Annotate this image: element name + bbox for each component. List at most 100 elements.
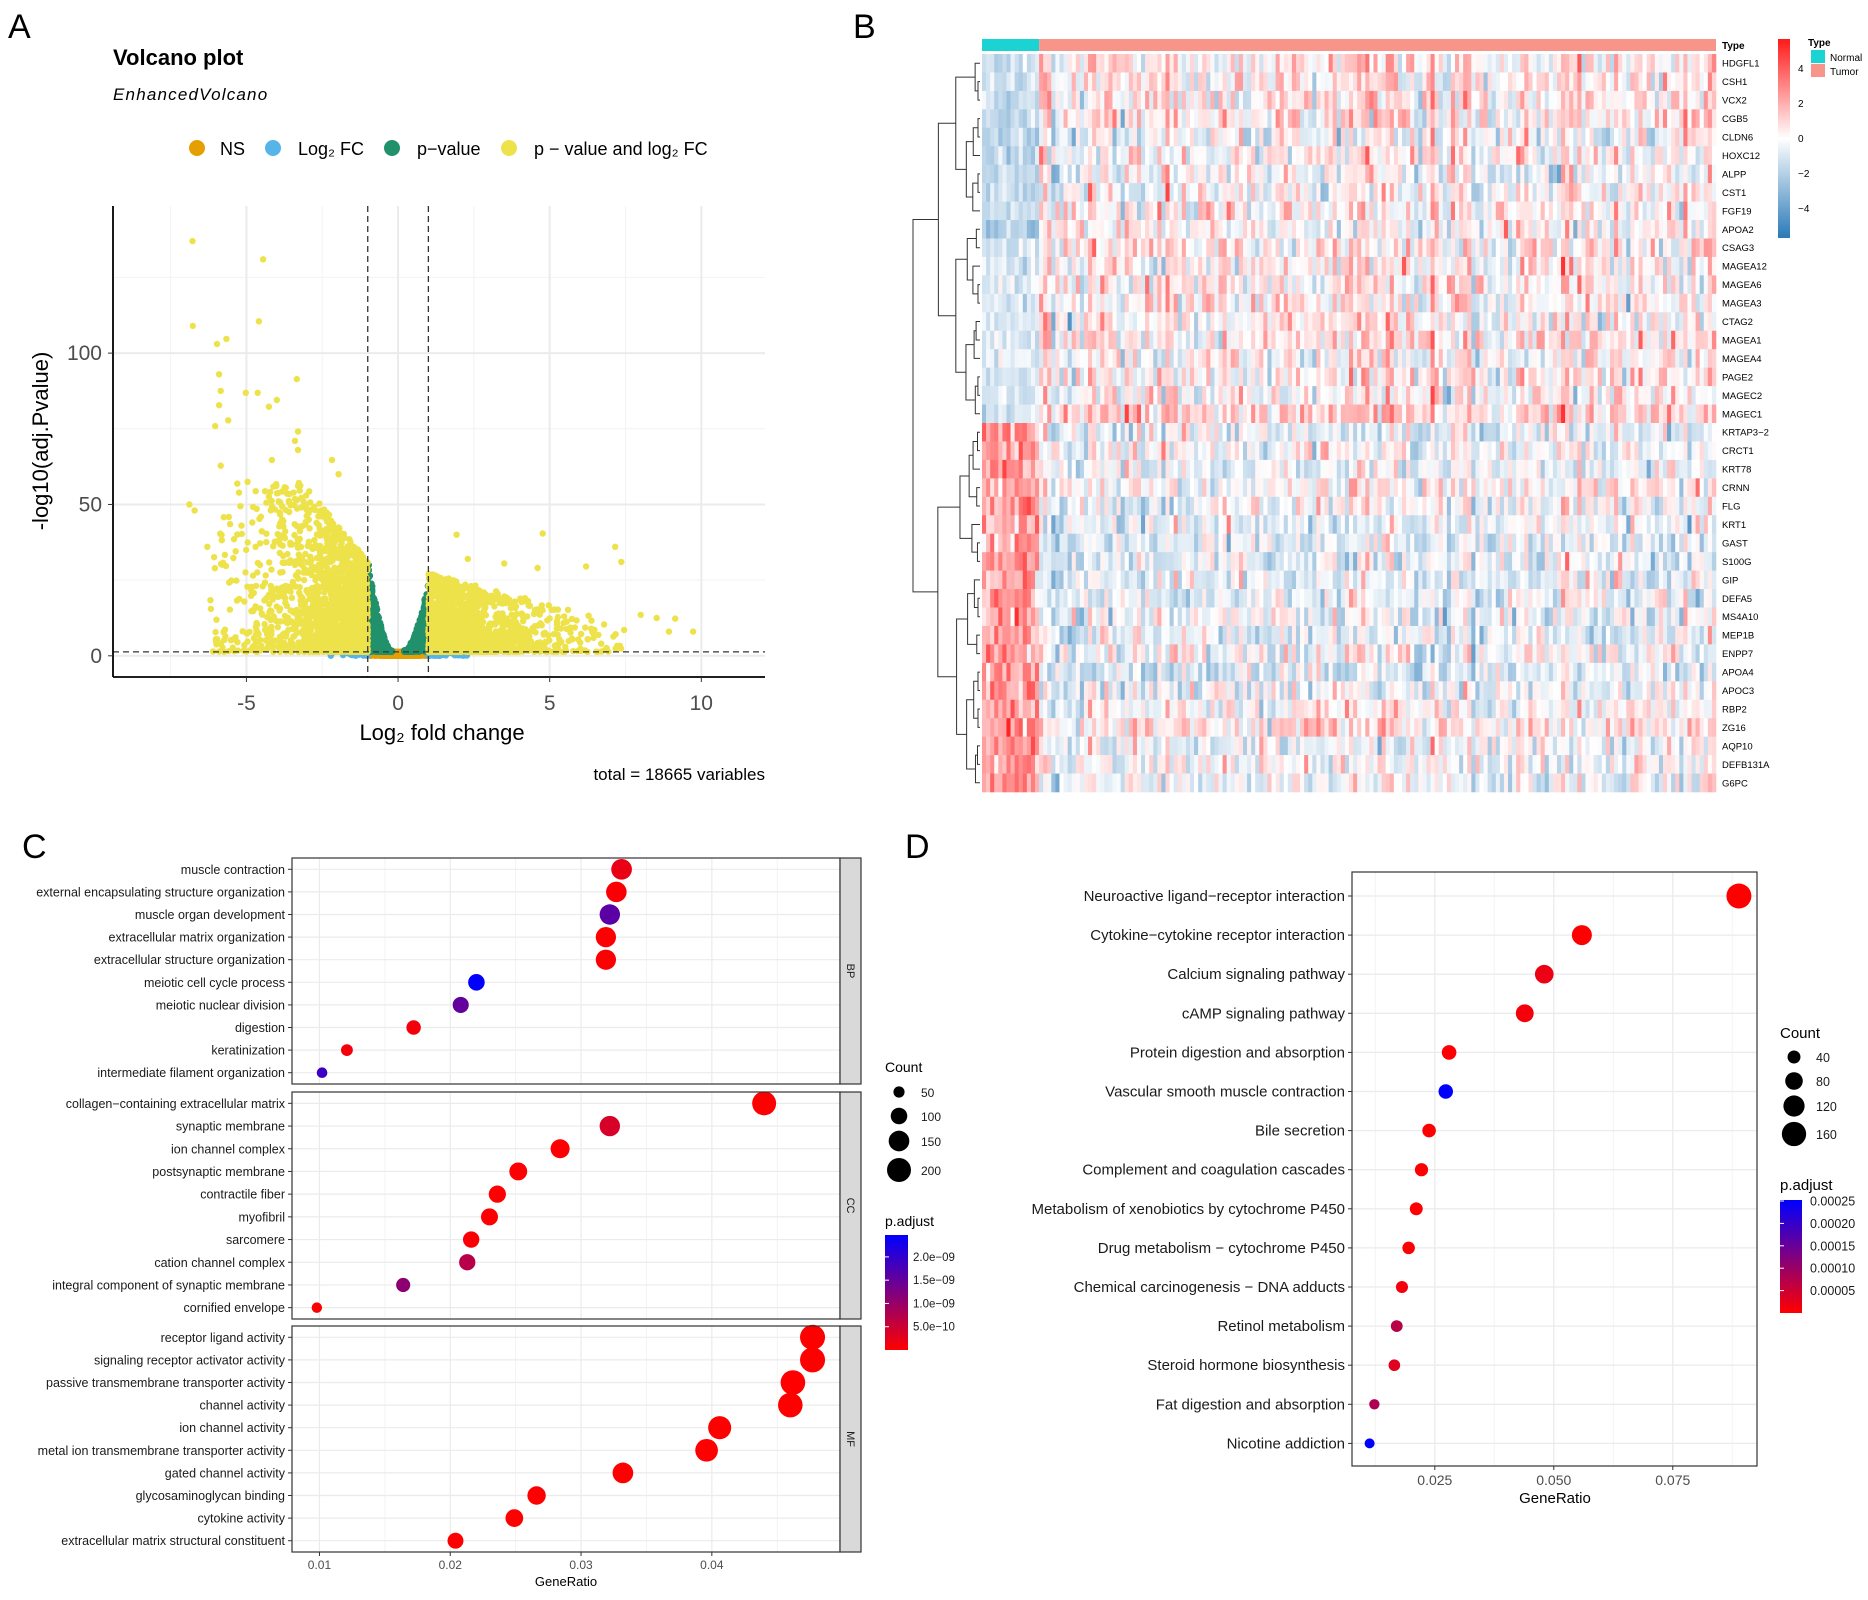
- volcano-point: [298, 554, 304, 560]
- volcano-point: [345, 570, 351, 576]
- volcano-point: [272, 506, 278, 512]
- volcano-point: [292, 561, 298, 567]
- panel-label-d: D: [905, 828, 930, 866]
- volcano-point: [227, 521, 233, 527]
- volcano-point: [296, 480, 302, 486]
- volcano-point: [241, 642, 247, 648]
- volcano-point: [323, 526, 329, 532]
- volcano-point: [284, 620, 290, 626]
- volcano-point: [252, 603, 258, 609]
- volcano-point: [349, 619, 355, 625]
- volcano-point: [277, 638, 283, 644]
- volcano-point: [414, 626, 420, 632]
- volcano-point: [598, 641, 604, 647]
- panel-label-c: C: [22, 828, 47, 866]
- volcano-point: [295, 545, 301, 551]
- volcano-point: [266, 493, 272, 499]
- volcano-point: [318, 606, 324, 612]
- volcano-point: [286, 498, 292, 504]
- volcano-point: [324, 635, 330, 641]
- volcano-point: [345, 606, 351, 612]
- volcano-point: [299, 628, 305, 634]
- volcano-point: [280, 543, 286, 549]
- volcano-point: [243, 547, 249, 553]
- volcano-point: [303, 502, 309, 508]
- legend-swatch: [384, 140, 400, 156]
- volcano-point: [290, 489, 296, 495]
- volcano-point: [413, 639, 419, 645]
- volcano-point: [361, 624, 367, 630]
- volcano-point: [212, 629, 218, 635]
- volcano-point: [377, 635, 383, 641]
- volcano-point: [621, 627, 627, 633]
- volcano-point: [373, 604, 379, 610]
- legend-label: p − value and log₂ FC: [534, 139, 708, 159]
- volcano-point: [546, 602, 552, 608]
- volcano-point: [248, 593, 254, 599]
- volcano-point: [336, 527, 342, 533]
- volcano-point: [561, 613, 567, 619]
- volcano-point: [560, 620, 566, 626]
- volcano-point: [355, 613, 361, 619]
- volcano-point: [250, 572, 256, 578]
- volcano-point: [253, 488, 259, 494]
- volcano-point: [348, 584, 354, 590]
- volcano-point: [296, 614, 302, 620]
- volcano-point: [308, 557, 314, 563]
- volcano-point: [237, 503, 243, 509]
- volcano-point: [234, 639, 240, 645]
- volcano-point: [315, 633, 321, 639]
- volcano-point: [213, 617, 219, 623]
- volcano-point: [239, 531, 245, 537]
- volcano-point: [294, 505, 300, 511]
- volcano-point: [297, 593, 303, 599]
- volcano-point: [338, 540, 344, 546]
- volcano-point: [233, 548, 239, 554]
- points: [186, 238, 696, 659]
- volcano-point: [309, 593, 315, 599]
- volcano-point: [354, 597, 360, 603]
- legend-swatch: [265, 140, 281, 156]
- volcano-point: [317, 526, 323, 532]
- volcano-point: [259, 610, 265, 616]
- volcano-point: [219, 537, 225, 543]
- volcano-point: [333, 595, 339, 601]
- volcano-point: [328, 626, 334, 632]
- volcano-point: [331, 582, 337, 588]
- volcano-point: [314, 583, 320, 589]
- volcano-point: [259, 646, 265, 652]
- volcano-point: [278, 532, 284, 538]
- volcano-point: [289, 595, 295, 601]
- volcano-point: [375, 618, 381, 624]
- legend-swatch: [501, 140, 517, 156]
- volcano-point: [222, 552, 228, 558]
- volcano-point: [257, 637, 263, 643]
- volcano-point: [294, 536, 300, 542]
- volcano-point: [302, 604, 308, 610]
- volcano-point: [253, 632, 259, 638]
- volcano-point: [354, 645, 360, 651]
- volcano-point: [268, 566, 274, 572]
- volcano-point: [325, 537, 331, 543]
- volcano-point: [222, 627, 228, 633]
- volcano-point: [340, 610, 346, 616]
- volcano-point: [301, 577, 307, 583]
- volcano-point: [323, 562, 329, 568]
- volcano-point: [313, 615, 319, 621]
- volcano-point: [355, 626, 361, 632]
- volcano-point: [361, 590, 367, 596]
- volcano-point: [288, 637, 294, 643]
- volcano-point: [316, 500, 322, 506]
- panel-label-a: A: [8, 8, 31, 46]
- volcano-point: [279, 503, 285, 509]
- volcano-point: [258, 514, 264, 520]
- volcano-point: [324, 543, 330, 549]
- volcano-point: [306, 588, 312, 594]
- volcano-point: [361, 604, 367, 610]
- volcano-point: [227, 606, 233, 612]
- plot-title: Volcano plot: [113, 45, 244, 70]
- volcano-point: [255, 560, 261, 566]
- volcano-point: [354, 572, 360, 578]
- volcano-point: [230, 555, 236, 561]
